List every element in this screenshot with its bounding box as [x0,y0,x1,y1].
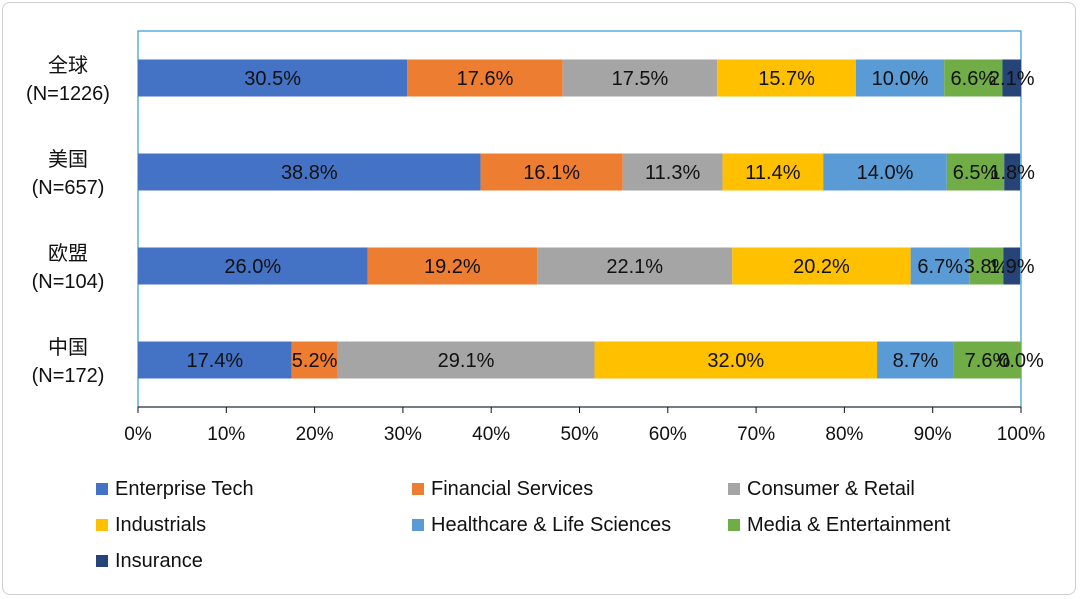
x-tick-label: 40% [472,424,510,445]
legend-entry: Industrials [115,514,206,536]
bar-segment [855,59,945,97]
data-label: 17.5% [612,68,669,90]
data-label: 6.5% [953,162,999,184]
x-tick-label: 100% [997,424,1046,445]
data-label: 38.8% [281,162,338,184]
bar-segment [1003,247,1021,285]
x-tick-label: 20% [296,424,334,445]
data-label: 1.9% [989,256,1035,278]
data-label: 30.5% [244,68,301,90]
legend-entry: Enterprise Tech [115,478,254,500]
category-label: 全球 [48,54,88,77]
legend-swatch [96,519,108,531]
bar-segment [732,247,911,285]
legend-swatch [96,555,108,567]
legend-swatch [412,519,424,531]
data-label: 8.7% [893,350,939,372]
legend-entry: Insurance [115,550,203,572]
legend-swatch [728,519,740,531]
x-tick-label: 60% [649,424,687,445]
bar-segment [480,153,623,191]
category-label: 欧盟 [48,242,88,265]
category-count-label: (N=1226) [26,83,110,105]
x-tick-label: 30% [384,424,422,445]
data-label: 10.0% [872,68,929,90]
legend-entry: Consumer & Retail [747,478,915,500]
data-label: 22.1% [606,256,663,278]
legend-swatch [728,483,740,495]
data-label: 0.0% [998,350,1044,372]
legend-entry: Media & Entertainment [747,514,951,536]
category-count-label: (N=104) [32,271,105,293]
data-label: 32.0% [707,350,764,372]
bar-segment [138,247,368,285]
bar-segment [594,341,878,379]
data-label: 3.8% [964,256,1010,278]
data-label: 2.1% [989,68,1035,90]
x-tick-label: 80% [825,424,863,445]
bar-segment [537,247,733,285]
bar-segment [622,153,723,191]
bar-segment [953,341,1021,379]
legend-entry: Financial Services [431,478,593,500]
x-tick-label: 90% [914,424,952,445]
data-label: 19.2% [424,256,481,278]
data-label: 7.6% [965,350,1011,372]
x-tick-label: 0% [124,424,152,445]
bar-segment [407,59,563,97]
category-label: 美国 [48,148,88,171]
bar-segment [717,59,856,97]
category-count-label: (N=172) [32,365,105,387]
legend-swatch [412,483,424,495]
bar-segment [138,153,481,191]
bar-segment [1004,153,1021,191]
data-label: 17.4% [186,350,243,372]
x-tick-label: 10% [207,424,245,445]
bar-segment [944,59,1003,97]
bar-segment [823,153,947,191]
data-label: 14.0% [857,162,914,184]
data-label: 16.1% [523,162,580,184]
data-label: 17.6% [457,68,514,90]
data-label: 15.7% [758,68,815,90]
bar-segment [969,247,1004,285]
legend-swatch [96,483,108,495]
bar-segment [877,341,954,379]
bar-segment [367,247,538,285]
x-tick-label: 50% [560,424,598,445]
data-label: 11.3% [645,162,700,184]
x-tick-label: 70% [737,424,775,445]
data-label: 6.7% [917,256,963,278]
data-label: 20.2% [793,256,850,278]
bar-segment [910,247,970,285]
bar-segment [138,341,292,379]
category-label: 中国 [48,336,88,359]
legend-entry: Healthcare & Life Sciences [431,514,671,536]
data-label: 11.4% [745,162,800,184]
bar-segment [562,59,718,97]
data-label: 6.6% [951,68,997,90]
bar-segment [946,153,1005,191]
data-label: 1.8% [989,162,1035,184]
category-count-label: (N=657) [32,177,105,199]
bar-segment [1002,59,1021,97]
bar-segment [138,59,408,97]
bar-segment [291,341,338,379]
data-label: 29.1% [438,350,495,372]
data-label: 5.2% [292,350,338,372]
bar-segment [722,153,824,191]
bar-segment [337,341,595,379]
data-label: 26.0% [224,256,281,278]
